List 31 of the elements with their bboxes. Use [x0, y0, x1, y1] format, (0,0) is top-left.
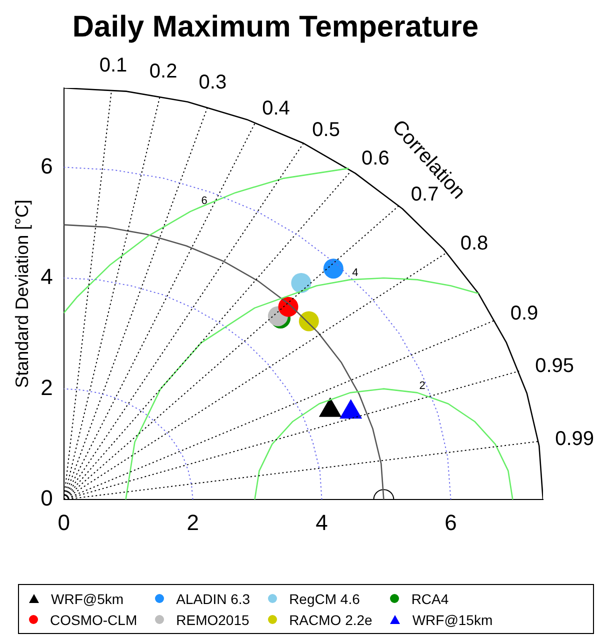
- legend-label: WRF@15km: [412, 612, 493, 628]
- annotation: 0.3: [198, 72, 227, 94]
- y-tick-label: 6: [40, 153, 53, 178]
- legend-label: REMO2015: [176, 612, 250, 628]
- annotation: 0.5: [312, 118, 340, 141]
- legend-label: WRF@5km: [51, 590, 124, 606]
- annotation: 0.6: [362, 148, 390, 170]
- annotation: 0.4: [262, 98, 290, 120]
- x-tick-label: 2: [186, 510, 199, 535]
- annotation: 6: [201, 195, 208, 208]
- y-tick-label: 0: [40, 486, 53, 511]
- y-tick-label: 4: [40, 264, 53, 290]
- legend-label: RACMO 2.2e: [289, 612, 372, 628]
- annotation: 0.99: [555, 428, 594, 450]
- x-tick-label: 0: [58, 510, 70, 535]
- annotation: 0.8: [460, 232, 488, 254]
- annotation: 0.95: [535, 355, 574, 378]
- annotation: 0.1: [99, 54, 128, 76]
- legend-label: RCA4: [411, 590, 449, 606]
- y-axis-title: Standard Deviation [°C]: [12, 200, 32, 388]
- annotation: 0.2: [149, 60, 178, 83]
- legend-label: RegCM 4.6: [289, 590, 360, 606]
- x-tick-label: 4: [316, 510, 328, 535]
- annotation: 2: [419, 380, 426, 392]
- legend-label: COSMO-CLM: [50, 612, 138, 628]
- legend-label: ALADIN 6.3: [176, 590, 250, 606]
- annotation: 4: [352, 267, 358, 280]
- x-tick-label: 6: [444, 510, 457, 535]
- annotation: 0.9: [510, 302, 538, 324]
- y-tick-label: 2: [40, 374, 53, 400]
- chart-title: Daily Maximum Temperature: [72, 10, 479, 44]
